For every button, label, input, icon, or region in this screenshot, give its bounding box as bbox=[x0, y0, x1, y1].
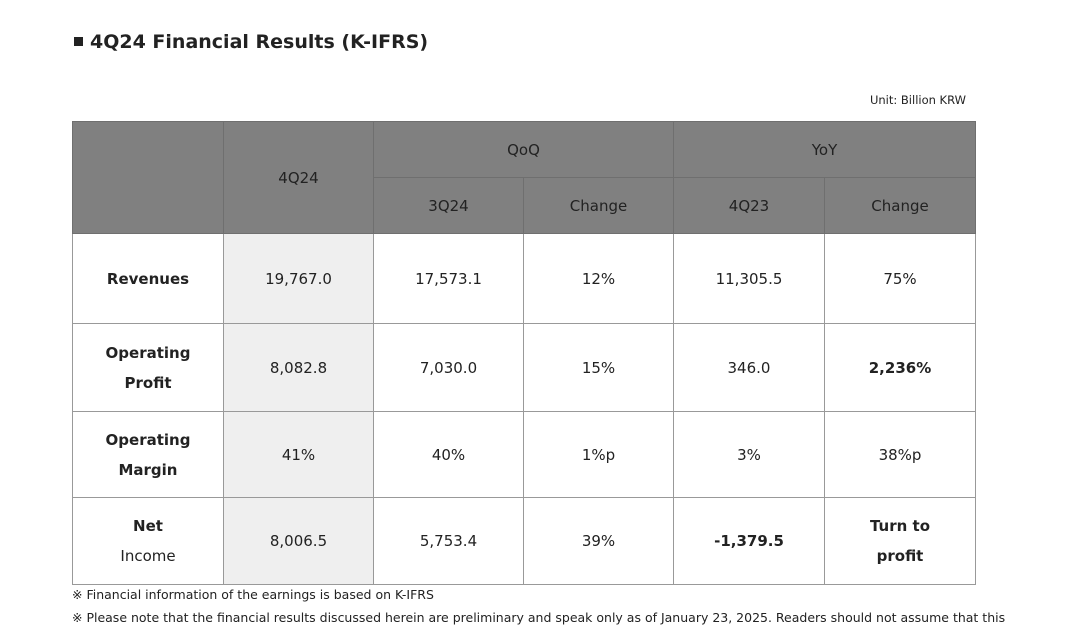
header-cell: QoQ bbox=[373, 121, 674, 178]
label-line: Operating bbox=[105, 343, 191, 362]
value-cell: Turn to profit bbox=[824, 497, 976, 585]
value-cell: 41% bbox=[223, 411, 374, 498]
unit-note: Unit: Billion KRW bbox=[869, 93, 966, 107]
label-line: Net bbox=[133, 517, 163, 535]
value-cell: 19,767.0 bbox=[223, 233, 374, 324]
value-cell: 5,753.4 bbox=[373, 497, 524, 585]
value-cell: 3% bbox=[673, 411, 825, 498]
value-cell: 12% bbox=[523, 233, 674, 324]
row-label: Revenues bbox=[72, 233, 224, 324]
row-label: Operating Profit bbox=[72, 323, 224, 412]
footnote: ※ Financial information of the earnings … bbox=[72, 587, 434, 602]
results-table: 4Q24 QoQ YoY 3Q24 Change 4Q23 Change Revenu… bbox=[72, 121, 976, 585]
row-label: Net Income bbox=[72, 497, 224, 585]
value-cell: 17,573.1 bbox=[373, 233, 524, 324]
value-cell: 11,305.5 bbox=[673, 233, 825, 324]
value-cell: 15% bbox=[523, 323, 674, 412]
value-cell: 7,030.0 bbox=[373, 323, 524, 412]
value-cell: 40% bbox=[373, 411, 524, 498]
cell-line: profit bbox=[876, 547, 924, 565]
label-line: Revenues bbox=[106, 269, 190, 288]
header-cell: Change bbox=[523, 177, 674, 234]
table-row: Operating Profit 8,082.8 7,030.0 15% 346.0 2,2… bbox=[72, 323, 976, 412]
value-cell: 38%p bbox=[824, 411, 976, 498]
value-cell: 8,082.8 bbox=[223, 323, 374, 412]
value-cell: 75% bbox=[824, 233, 976, 324]
label-line: Profit bbox=[124, 373, 172, 392]
value-cell: 1%p bbox=[523, 411, 674, 498]
label-line: Income bbox=[120, 547, 176, 565]
value-cell: 39% bbox=[523, 497, 674, 585]
header-cell: 4Q24 bbox=[223, 121, 374, 234]
footnote: ※ Please note that the financial results… bbox=[72, 610, 1006, 625]
table-row: Operating Margin 41% 40% 1%p 3% 38%p bbox=[72, 411, 976, 498]
label-line: Margin bbox=[118, 460, 178, 479]
value-cell: -1,379.5 bbox=[673, 497, 825, 585]
row-label: Operating Margin bbox=[72, 411, 224, 498]
cell-line: Turn to bbox=[869, 517, 931, 535]
value-cell: 2,236% bbox=[824, 323, 976, 412]
header-cell: 4Q23 bbox=[673, 177, 825, 234]
label-line: Operating bbox=[105, 430, 191, 449]
header-cell: YoY bbox=[673, 121, 976, 178]
title-text: 4Q24 Financial Results (K-IFRS) bbox=[90, 31, 429, 53]
table-row: Net Income 8,006.5 5,753.4 39% -1,379.5 Turn t… bbox=[72, 497, 976, 585]
value-cell: 8,006.5 bbox=[223, 497, 374, 585]
header-cell: Change bbox=[824, 177, 976, 234]
section-title: 4Q24 Financial Results (K-IFRS) bbox=[74, 31, 428, 53]
corner-cell bbox=[72, 121, 224, 234]
table-row: Revenues 19,767.0 17,573.1 12% 11,305.5 75% bbox=[72, 233, 976, 324]
value-cell: 346.0 bbox=[673, 323, 825, 412]
header-cell: 3Q24 bbox=[373, 177, 524, 234]
